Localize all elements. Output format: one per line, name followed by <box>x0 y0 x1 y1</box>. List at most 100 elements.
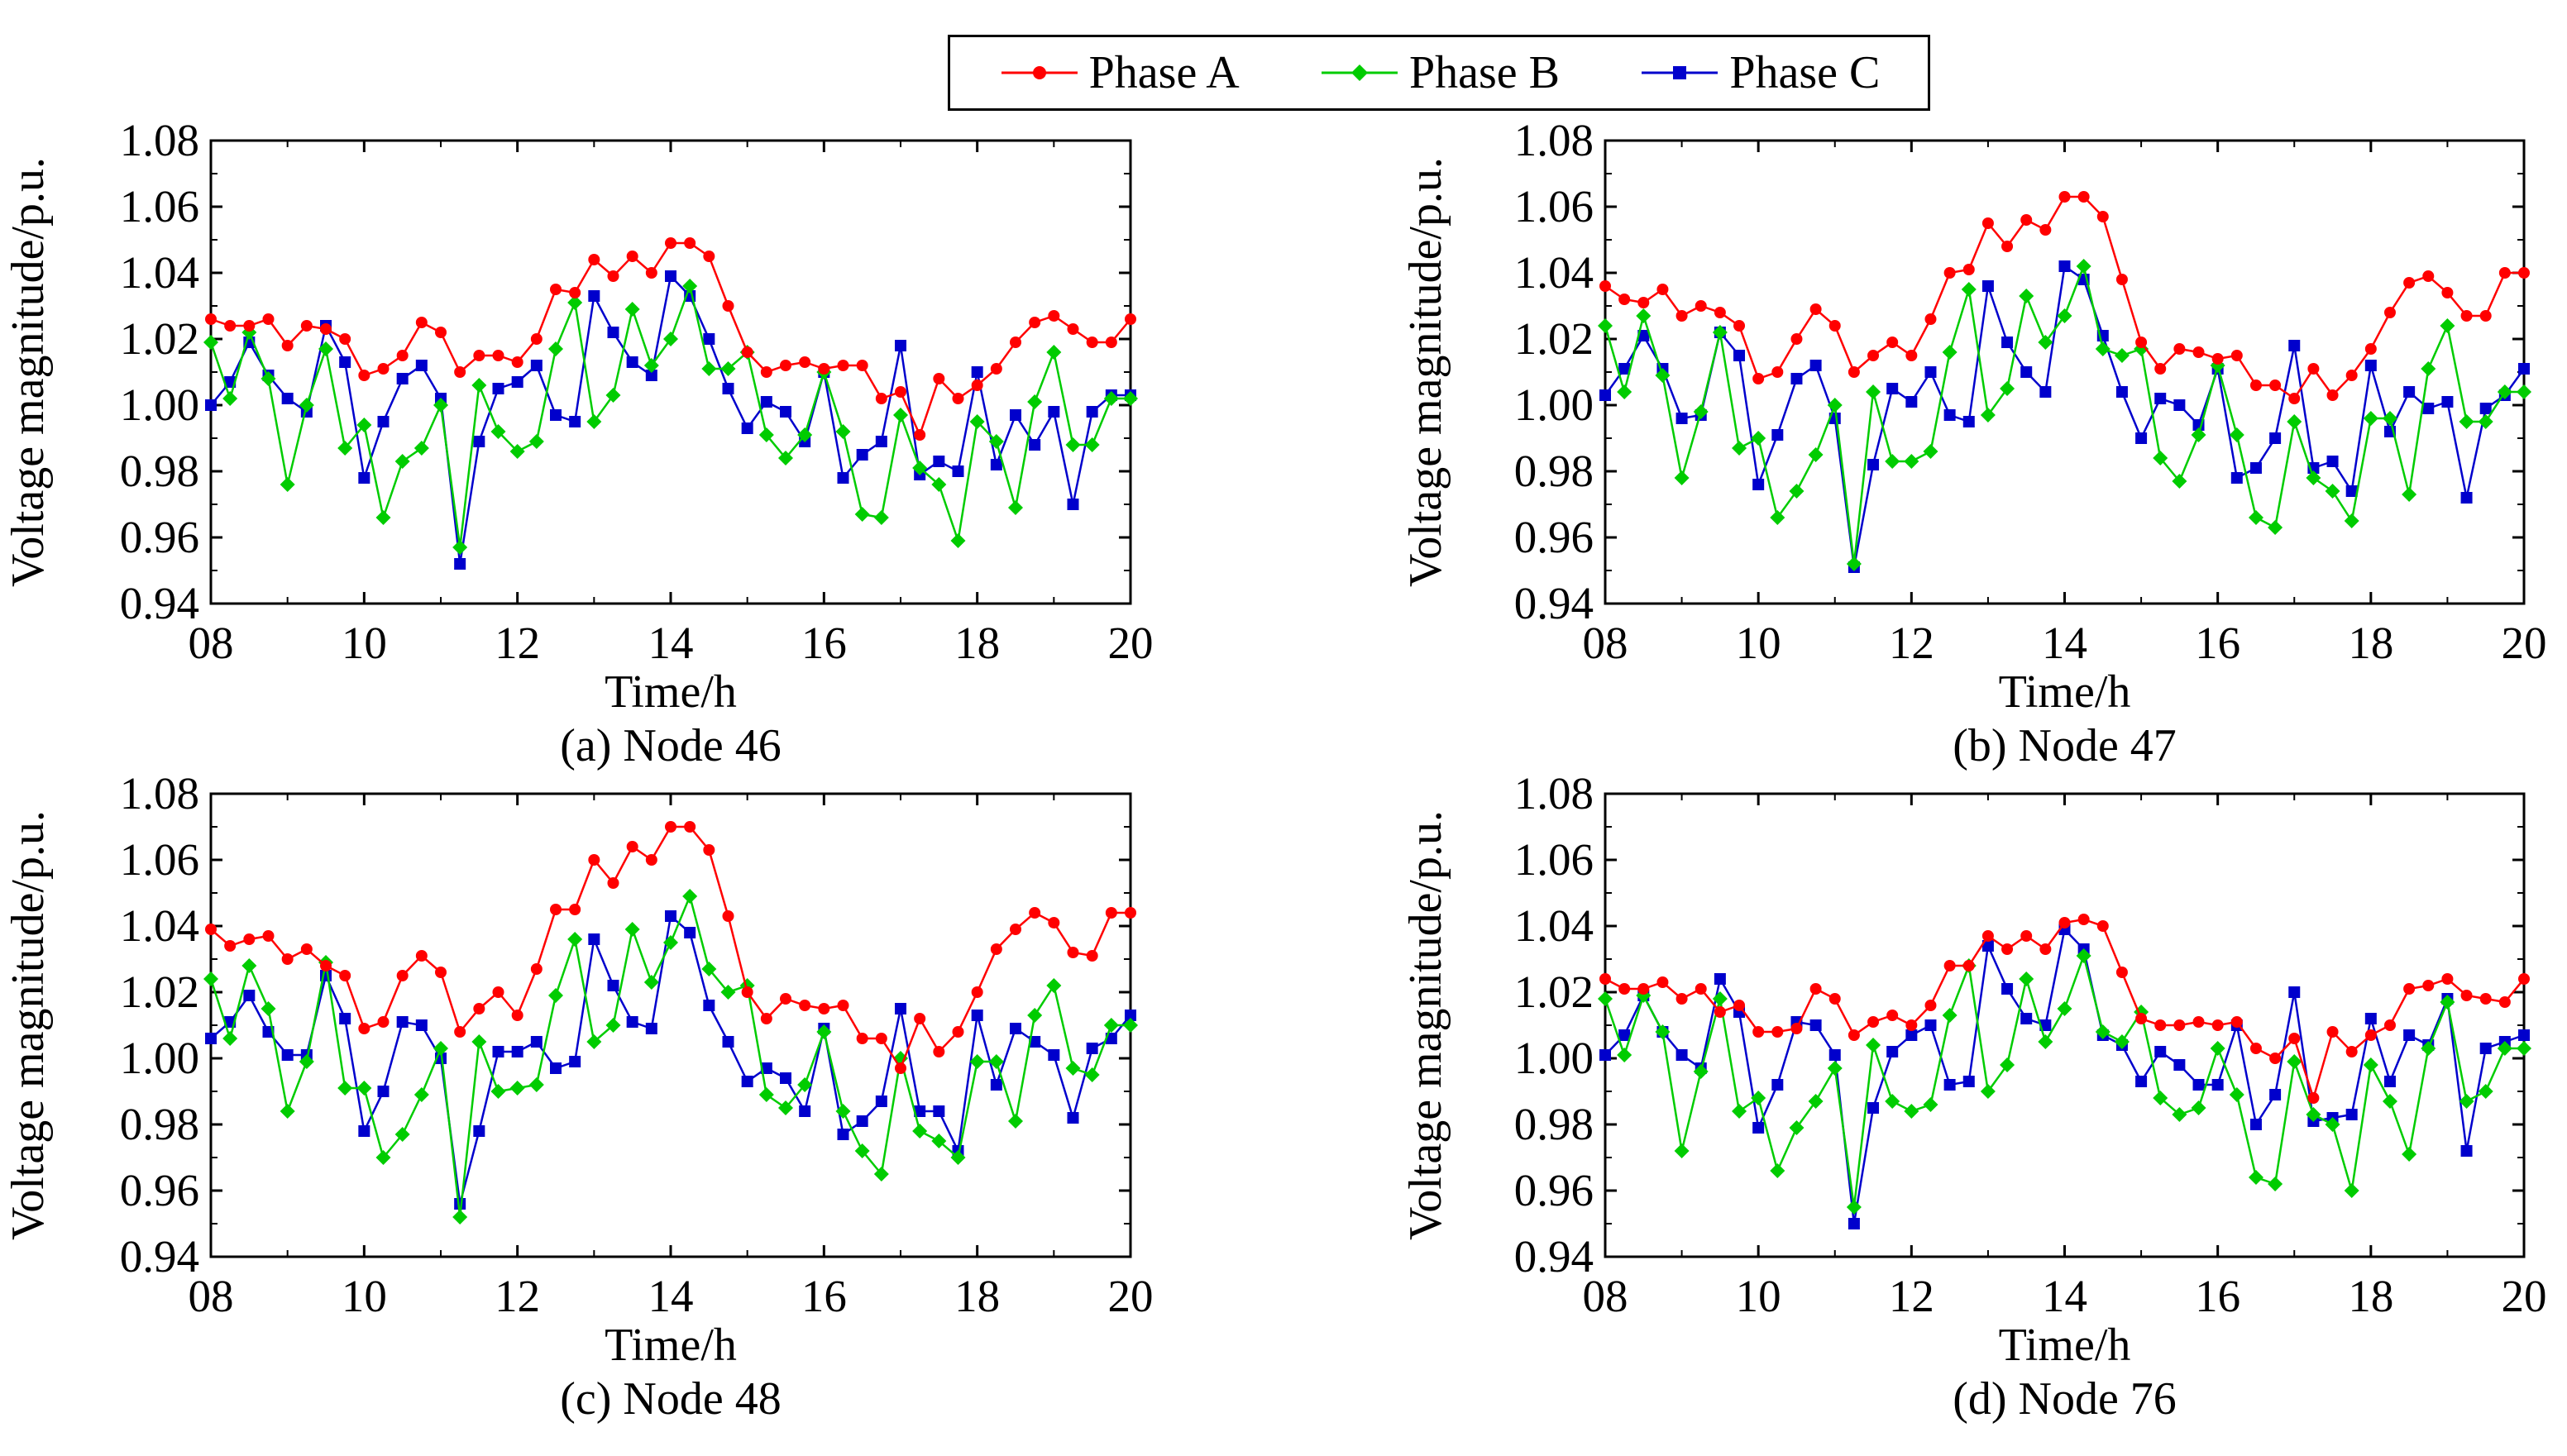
data-point <box>2441 287 2454 298</box>
y-tick-label: 0.94 <box>1514 578 1594 628</box>
data-point <box>682 279 698 294</box>
data-point <box>1084 437 1100 452</box>
data-point <box>895 340 906 351</box>
data-point <box>780 1072 791 1084</box>
data-point <box>1827 398 1843 413</box>
data-point <box>205 924 217 935</box>
data-point <box>2478 414 2493 429</box>
y-tick-label: 1.08 <box>1514 115 1594 165</box>
data-point <box>2249 380 2262 391</box>
data-point <box>873 510 889 525</box>
data-point <box>797 1077 813 1092</box>
y-tick-label: 1.00 <box>120 380 199 430</box>
data-point <box>701 361 717 376</box>
data-point <box>741 422 753 434</box>
data-point <box>971 380 983 391</box>
data-point <box>569 1056 581 1067</box>
data-point <box>2154 1046 2167 1057</box>
data-point <box>2135 337 2148 348</box>
data-point <box>2172 474 2187 489</box>
data-point <box>377 1086 390 1097</box>
data-point <box>605 388 621 403</box>
data-point <box>643 358 659 373</box>
legend-entry-phase-c[interactable]: Phase C <box>1638 46 1880 99</box>
data-point <box>1980 1084 1996 1099</box>
data-point <box>722 910 734 922</box>
data-point <box>1752 479 1765 490</box>
data-point <box>1771 1026 1784 1038</box>
data-point <box>1086 1043 1098 1054</box>
data-point <box>2039 224 2052 236</box>
data-point <box>2001 983 2014 995</box>
y-tick-label: 0.96 <box>1514 512 1594 562</box>
data-point <box>799 356 811 368</box>
data-point <box>2269 432 2282 444</box>
data-point <box>1904 1104 1919 1119</box>
x-tick-label: 16 <box>801 618 847 668</box>
data-point <box>1809 360 1822 371</box>
data-point <box>2403 983 2416 995</box>
data-point <box>760 1062 772 1074</box>
data-point <box>511 1010 523 1021</box>
data-point <box>2057 1001 2072 1016</box>
data-point <box>2058 260 2071 272</box>
data-point <box>454 1198 466 1210</box>
data-point <box>262 930 275 942</box>
data-point <box>281 953 294 965</box>
data-point <box>2364 1013 2377 1024</box>
legend-entry-phase-a[interactable]: Phase A <box>998 46 1240 99</box>
panel-caption: (c) Node 48 <box>560 1373 781 1425</box>
x-tick-label: 16 <box>801 1271 847 1321</box>
data-point <box>1904 454 1919 469</box>
x-axis-label: Time/h <box>605 666 737 718</box>
data-point <box>1943 267 1956 279</box>
data-point <box>1790 373 1803 384</box>
data-point <box>2172 1107 2187 1122</box>
data-point <box>2479 310 2492 322</box>
data-point <box>224 940 237 952</box>
data-point <box>1714 973 1726 985</box>
data-point <box>2441 396 2454 408</box>
data-point <box>914 1013 926 1024</box>
data-point <box>1046 345 1062 360</box>
data-point <box>492 350 504 361</box>
data-point <box>203 971 218 986</box>
data-point <box>1010 924 1021 935</box>
x-axis-label: Time/h <box>1999 666 2131 718</box>
data-point <box>2288 1033 2301 1044</box>
data-point <box>509 1081 525 1096</box>
data-point <box>243 320 256 332</box>
data-point <box>2173 399 2186 411</box>
data-point <box>586 414 602 429</box>
x-tick-label: 18 <box>954 618 1000 668</box>
data-point <box>528 434 544 449</box>
data-point <box>626 841 638 852</box>
data-point <box>2345 485 2358 497</box>
legend-entry-phase-b[interactable]: Phase B <box>1318 46 1560 99</box>
data-point <box>588 854 600 866</box>
y-tick-label: 1.04 <box>120 900 199 951</box>
x-tick-label: 14 <box>648 1271 694 1321</box>
data-point <box>2001 337 2014 348</box>
data-point <box>452 540 468 555</box>
data-point <box>990 363 1002 375</box>
data-point <box>1924 1000 1937 1011</box>
data-point <box>2325 1117 2340 1132</box>
data-point <box>1770 1163 1785 1178</box>
data-point <box>1123 1018 1138 1033</box>
data-point <box>1105 1033 1117 1044</box>
data-point <box>1923 1097 1938 1112</box>
data-point <box>1942 1008 1958 1023</box>
data-point <box>2192 1079 2205 1091</box>
data-point <box>339 1013 351 1024</box>
data-point <box>2114 348 2130 363</box>
y-tick-label: 1.06 <box>1514 181 1594 232</box>
chart-panel-node-46: 0.94 0.96 0.98 1.00 1.02 1.04 1.06 1.08 08 10 12 14… <box>2 115 1154 771</box>
data-point <box>433 398 448 413</box>
y-axis-label: Voltage magnitude/p.u. <box>1400 157 1451 587</box>
data-point <box>645 267 657 279</box>
data-point <box>299 398 314 413</box>
data-point <box>588 290 600 302</box>
data-point <box>280 477 295 492</box>
data-point <box>2421 1041 2436 1056</box>
